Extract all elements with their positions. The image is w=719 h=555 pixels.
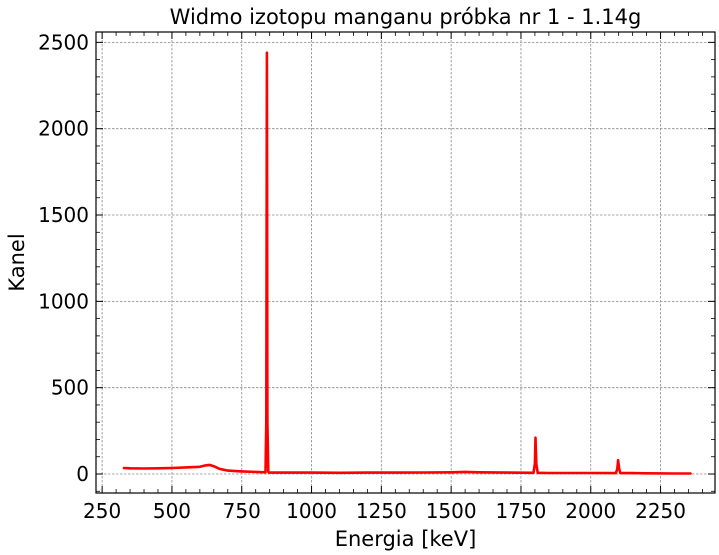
data-point [534,437,537,439]
data-point [673,472,676,475]
data-point [209,464,211,466]
data-point [310,472,313,474]
y-tick-label: 2000 [38,117,89,141]
data-point [562,472,564,474]
data-point [548,472,550,474]
data-point [617,459,619,461]
data-point [266,52,268,54]
x-tick-label: 2000 [565,499,616,523]
data-point [618,468,620,470]
y-tick-label: 1000 [38,289,89,313]
data-point [266,421,268,423]
y-tick-label: 500 [51,376,89,400]
data-point [255,471,257,473]
data-point [646,472,648,474]
x-tick-label: 2250 [635,499,686,523]
x-tick-label: 250 [83,499,121,523]
data-point [535,463,537,465]
y-tick-label: 2500 [38,30,89,54]
data-point [241,470,243,472]
x-tick-label: 750 [223,499,261,523]
data-point [264,471,267,473]
y-tick-label: 1500 [38,203,89,227]
data-point [199,466,201,468]
x-tick-label: 1000 [286,499,337,523]
data-point [213,465,215,467]
y-tick-label: 0 [76,462,89,486]
series-line [123,51,692,475]
data-point [185,466,187,468]
data-point [532,472,535,474]
data-point [590,472,592,474]
data-point [537,472,539,474]
data-point [690,472,692,475]
x-tick-label: 500 [153,499,191,523]
data-point [615,472,617,474]
series-group [122,51,692,475]
data-point [143,467,145,470]
x-axis-label: Energia [keV] [335,527,477,551]
data-point [632,472,634,474]
data-point [366,472,368,474]
data-point [157,467,159,469]
x-tick-label: 1500 [426,499,477,523]
data-point [534,463,536,465]
data-point [267,471,269,473]
data-point [338,472,341,474]
data-point [394,472,396,474]
data-point [464,471,466,473]
data-point [422,471,424,474]
x-tick-label: 1250 [356,499,407,523]
data-point [227,470,229,472]
data-point [171,467,173,469]
grid [96,32,715,493]
data-point [204,464,206,466]
data-point [265,421,267,423]
ticks [96,32,715,493]
data-point [268,472,270,474]
tick-labels: 250 500 750 1000 1250 1500 1750 2000 2250 0 500 100… [38,30,686,523]
x-tick-label: 1750 [495,499,546,523]
plot-frame [95,31,716,494]
data-point [122,467,124,469]
chart-title: Widmo izotopu manganu próbka nr 1 - 1.14… [170,5,642,29]
data-point [129,467,131,469]
y-axis-label: Kanel [5,233,29,291]
data-point [506,472,508,474]
data-point [619,472,621,474]
data-point [616,468,618,470]
data-point [218,468,220,470]
data-point [283,472,285,474]
data-point [271,472,274,474]
data-point [450,471,452,473]
data-point [478,471,480,473]
